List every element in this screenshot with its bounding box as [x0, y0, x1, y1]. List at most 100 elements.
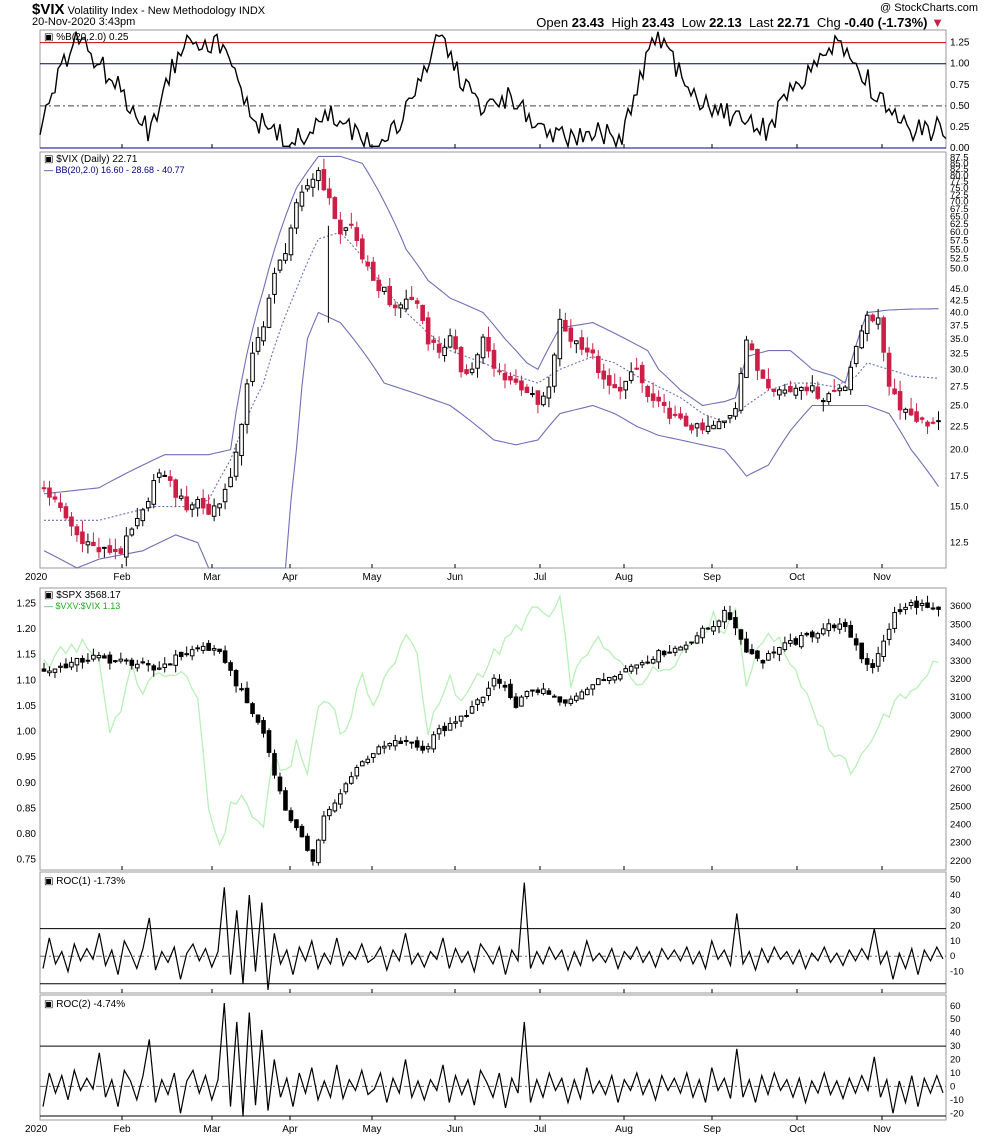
spx-candle-body: [244, 687, 250, 704]
spx-candle-body: [409, 741, 414, 744]
spx-candle-body: [403, 740, 409, 743]
y-tick-label: 87.5: [950, 153, 969, 164]
spx-candle-body: [524, 691, 530, 698]
vix-candle-body: [623, 380, 629, 391]
vix-candle-body: [788, 385, 793, 393]
chart-title-row: $VIX Volatility Index - New Methodology …: [32, 1, 265, 18]
spx-candle-body: [277, 776, 283, 792]
spx-candle-body: [881, 640, 886, 658]
vix-candle-body: [519, 380, 524, 391]
y-tick-label: 60: [950, 1001, 961, 1012]
vix-candle-body: [634, 367, 639, 370]
vix-candle-body: [458, 346, 464, 373]
spx-candle-body: [842, 622, 848, 628]
chart-datetime: 20-Nov-2020 3:43pm: [32, 16, 136, 28]
vix-candle-body: [689, 424, 694, 431]
spx-candle-body: [250, 703, 255, 715]
spx-candle-body: [283, 790, 288, 811]
spx-candle-body: [793, 638, 799, 645]
panel-label: ▣ %B(20,2.0) 0.25: [44, 32, 129, 43]
spx-candle-body: [41, 668, 47, 672]
y-tick-label: 27.5: [950, 382, 969, 393]
change-value: -0.40 (-1.73%): [844, 15, 928, 30]
spx-candle-body: [716, 620, 722, 627]
spx-candle-body: [349, 776, 354, 784]
spx-candle-body: [831, 624, 837, 629]
spx-candle-body: [47, 670, 52, 674]
spx-candle-body: [294, 819, 299, 829]
spx-candle-body: [886, 628, 892, 640]
vix-candle-body: [892, 388, 897, 395]
y-tick-label: 0.25: [950, 122, 970, 133]
spx-candle-body: [738, 629, 744, 640]
y-tick-label: 52.5: [950, 254, 969, 265]
y-tick-label-right: 3100: [950, 692, 971, 703]
vix-candle-body: [793, 387, 799, 396]
x-tick-label: Jun: [447, 572, 463, 583]
vix-candle-body: [766, 378, 771, 389]
spx-candle-body: [892, 611, 897, 629]
vix-candle-body: [584, 347, 590, 353]
y-tick-label-right: 2200: [950, 856, 971, 867]
vix-candle-body: [327, 188, 332, 199]
spx-candle-body: [425, 746, 431, 750]
spx-candle-body: [140, 661, 146, 664]
vix-candle-body: [914, 411, 919, 422]
vix-candle-body: [392, 304, 398, 309]
roc2-panel: [39, 994, 947, 1121]
vix-candle-body: [272, 272, 277, 295]
spx-candle-body: [508, 683, 513, 698]
vix-candle-body: [552, 354, 557, 387]
spx-candle-body: [749, 649, 755, 655]
spx-candle-body: [447, 722, 453, 731]
vix-candle-body: [650, 393, 656, 401]
spx-candle-body: [804, 632, 810, 636]
vix-candle-body: [156, 472, 162, 478]
spx-candle-body: [458, 715, 464, 722]
spx-candle-body: [919, 602, 925, 606]
vix-candle-body: [530, 393, 535, 396]
vix-candle-body: [903, 408, 908, 413]
spx-candle-body: [606, 676, 612, 681]
y-tick-label: 20.0: [950, 445, 969, 456]
symbol: $VIX: [32, 1, 65, 18]
vix-candle-body: [672, 413, 678, 416]
spx-candle-body: [722, 609, 727, 623]
vix-candle-body: [47, 487, 52, 498]
panel-label: ▣ $SPX 3568.17: [44, 590, 121, 601]
vix-candle-body: [102, 546, 107, 549]
panel-label: ▣ ROC(2) -4.74%: [44, 999, 125, 1010]
vix-candle-body: [453, 336, 458, 350]
y-tick-label-left: 0.95: [17, 752, 37, 763]
x-tick-label: Feb: [113, 1124, 131, 1135]
vix-candle-body: [321, 169, 327, 191]
vix-candle-body: [831, 389, 837, 392]
vix-candle-body: [678, 413, 683, 419]
vix-candle-body: [211, 505, 217, 517]
overlay-label: — BB(20,2.0) 16.60 - 28.68 - 40.77: [44, 165, 185, 175]
spx-candle-body: [497, 678, 502, 684]
spx-candle-body: [513, 696, 519, 708]
spx-candle-body: [705, 627, 711, 630]
vix-candle-body: [590, 349, 596, 354]
spx-candle-body: [656, 650, 661, 663]
x-tick-label: 2020: [25, 572, 48, 583]
vix-candle-body: [486, 336, 491, 352]
spx-candle-body: [601, 679, 607, 682]
vix-candle-body: [41, 487, 47, 490]
spx-candle-body: [365, 758, 371, 763]
spx-candle-body: [387, 742, 393, 747]
vix-candle-body: [447, 335, 453, 348]
x-tick-label: Apr: [282, 572, 298, 583]
y-tick-label: 57.5: [950, 236, 969, 247]
vix-candle-body: [919, 417, 925, 420]
y-tick-label: -10: [950, 967, 964, 978]
spx-candle-body: [305, 835, 310, 851]
spx-candle-body: [145, 663, 151, 666]
spx-candle-body: [343, 783, 349, 793]
spx-candle-body: [469, 706, 475, 714]
y-tick-label: 40.0: [950, 307, 969, 318]
spx-candle-body: [222, 650, 228, 663]
vix-candle-body: [283, 253, 288, 261]
spx-candle-body: [255, 714, 261, 723]
